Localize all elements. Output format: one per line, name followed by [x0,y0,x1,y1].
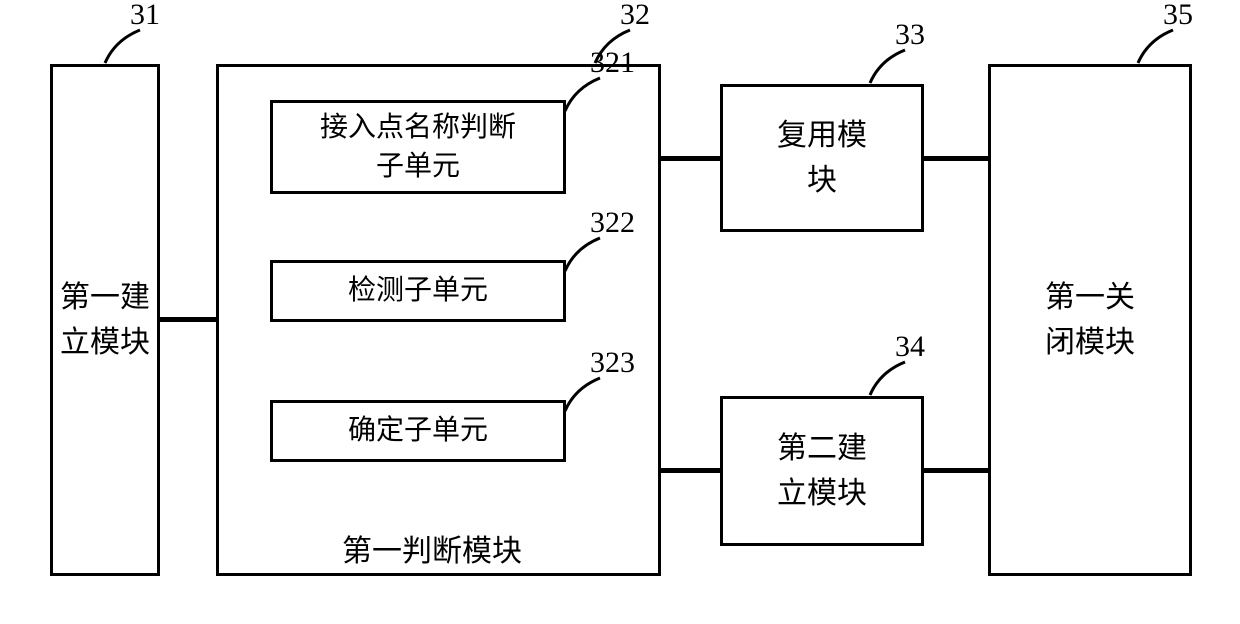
inner-box-323: 确定子单元 [270,400,566,462]
connector-32-33 [661,156,720,161]
box-33-label: 复用模块 [777,113,867,203]
connector-34-35 [924,468,988,473]
box-33: 复用模块 [720,84,924,232]
inner-box-322: 检测子单元 [270,260,566,322]
connector-31-32 [160,317,216,322]
ref-32: 32 [620,0,650,32]
box-35-label: 第一关闭模块 [1045,275,1135,365]
inner-box-323-label: 确定子单元 [348,411,488,450]
ref-34: 34 [895,330,925,364]
connector-32-34 [661,468,720,473]
ref-323: 323 [590,346,635,380]
inner-box-322-label: 检测子单元 [348,271,488,310]
leader-35 [0,0,300,150]
diagram-canvas: 第一建立模块 31 32 第一判断模块 接入点名称判断子单元 321 检测子单元… [0,0,1240,624]
ref-35: 35 [1163,0,1193,32]
inner-box-321: 接入点名称判断子单元 [270,100,566,194]
connector-33-35 [924,156,988,161]
box-32-caption: 第一判断模块 [342,526,522,570]
ref-33: 33 [895,18,925,52]
box-31-label: 第一建立模块 [60,275,150,365]
inner-box-321-label: 接入点名称判断子单元 [320,108,516,186]
ref-322: 322 [590,206,635,240]
ref-321: 321 [590,46,635,80]
box-35: 第一关闭模块 [988,64,1192,576]
box-34: 第二建立模块 [720,396,924,546]
box-34-label: 第二建立模块 [777,426,867,516]
